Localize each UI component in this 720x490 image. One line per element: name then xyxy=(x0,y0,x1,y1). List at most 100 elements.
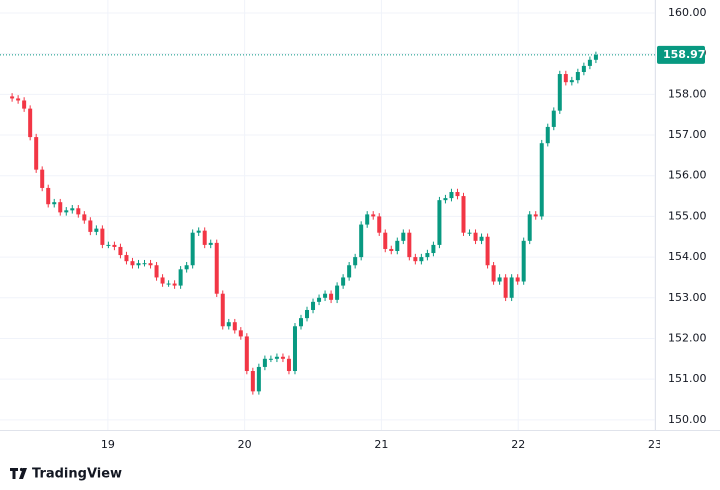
candle-body xyxy=(166,283,171,285)
y-tick-label: 157.00 xyxy=(668,128,707,141)
candle-body xyxy=(563,74,568,83)
candle-body xyxy=(238,330,243,337)
candle-body xyxy=(136,263,141,266)
candle-body xyxy=(196,230,201,233)
candle-body xyxy=(64,210,69,213)
candle-body xyxy=(359,224,364,258)
grid xyxy=(0,0,656,430)
candle-body xyxy=(587,59,592,66)
candle-body xyxy=(292,326,297,372)
candle-body xyxy=(347,265,352,278)
candle-body xyxy=(305,309,310,319)
candle-body xyxy=(250,371,255,392)
candle-body xyxy=(94,228,99,232)
candle-body xyxy=(52,202,57,205)
candle-body xyxy=(172,283,177,286)
candle-body xyxy=(353,257,358,266)
y-tick-label: 151.00 xyxy=(668,372,707,385)
candle-body xyxy=(335,285,340,300)
candle-body xyxy=(178,269,183,286)
candle-body xyxy=(112,244,117,247)
candle-body xyxy=(575,72,580,81)
brand-name: TradingView xyxy=(32,467,122,482)
x-axis: 19 20 21 22 23 xyxy=(101,438,662,451)
candle-body xyxy=(202,230,207,245)
candle-body xyxy=(256,366,261,392)
candle-body xyxy=(527,214,532,241)
candle-body xyxy=(76,208,81,215)
candle-body xyxy=(184,265,189,270)
candle-body xyxy=(389,248,394,252)
candle-body xyxy=(581,65,586,73)
logo-icon xyxy=(10,468,27,479)
logo-dot xyxy=(19,467,24,472)
candle-body xyxy=(232,322,237,331)
candle-body xyxy=(286,358,291,372)
candle-body xyxy=(106,244,111,246)
candle-body xyxy=(190,232,195,266)
candle-body xyxy=(142,263,147,265)
candle-body xyxy=(268,358,273,360)
candle-body xyxy=(371,214,376,217)
candle-body xyxy=(419,257,424,262)
candle-body xyxy=(214,242,219,294)
candle-body xyxy=(407,232,412,258)
candle-body xyxy=(148,263,153,266)
candle-body xyxy=(262,358,267,367)
x-tick-label: 21 xyxy=(374,438,388,451)
candle-body xyxy=(82,214,87,221)
candle-body xyxy=(40,169,45,188)
candle-body xyxy=(100,228,105,245)
candles xyxy=(0,51,655,395)
candle-body xyxy=(323,293,328,298)
candle-body xyxy=(467,232,472,234)
y-tick-label: 160.00 xyxy=(668,6,707,19)
candle-body xyxy=(443,198,448,201)
candle-body xyxy=(58,202,63,213)
candle-body xyxy=(485,236,490,266)
x-tick-label: 20 xyxy=(238,438,252,451)
candle-body xyxy=(220,293,225,327)
y-tick-label: 156.00 xyxy=(668,169,707,182)
candle-body xyxy=(395,240,400,252)
candle-body xyxy=(22,100,27,109)
candle-body xyxy=(130,261,135,266)
candle-body xyxy=(515,277,520,282)
y-tick-label: 152.00 xyxy=(668,331,707,344)
candle-body xyxy=(124,255,129,262)
y-tick-label: 158.00 xyxy=(668,87,707,100)
candle-body xyxy=(461,196,466,233)
candle-body xyxy=(311,301,316,310)
candle-body xyxy=(329,293,334,300)
candle-body xyxy=(244,336,249,372)
candle-body xyxy=(551,110,556,127)
candle-body xyxy=(34,137,39,170)
candle-body xyxy=(449,192,454,199)
candle-body xyxy=(503,277,508,298)
candle-body xyxy=(10,96,15,99)
candle-body xyxy=(28,108,33,138)
logo: TradingView xyxy=(10,467,122,482)
candle-body xyxy=(274,356,279,359)
candle-body xyxy=(341,277,346,286)
candle-body xyxy=(557,74,562,111)
candle-body xyxy=(280,356,285,359)
candle-body xyxy=(317,297,322,302)
candle-body xyxy=(70,208,75,211)
candle-body xyxy=(539,143,544,217)
candle-body xyxy=(16,98,21,101)
candle-body xyxy=(118,246,123,256)
x-tick-label: 22 xyxy=(511,438,525,451)
candle-body xyxy=(509,277,514,298)
candle-body xyxy=(226,322,231,327)
candle-body xyxy=(383,232,388,249)
candle-body xyxy=(545,126,550,144)
candle-body xyxy=(497,277,502,282)
x-tick-label: 23 xyxy=(648,438,662,451)
y-axis: 150.00 151.00 152.00 153.00 154.00 155.00 156.… xyxy=(657,6,707,426)
candle-body xyxy=(377,216,382,233)
candle-body xyxy=(46,187,51,205)
candle-body xyxy=(491,265,496,282)
candle-body xyxy=(298,318,303,327)
